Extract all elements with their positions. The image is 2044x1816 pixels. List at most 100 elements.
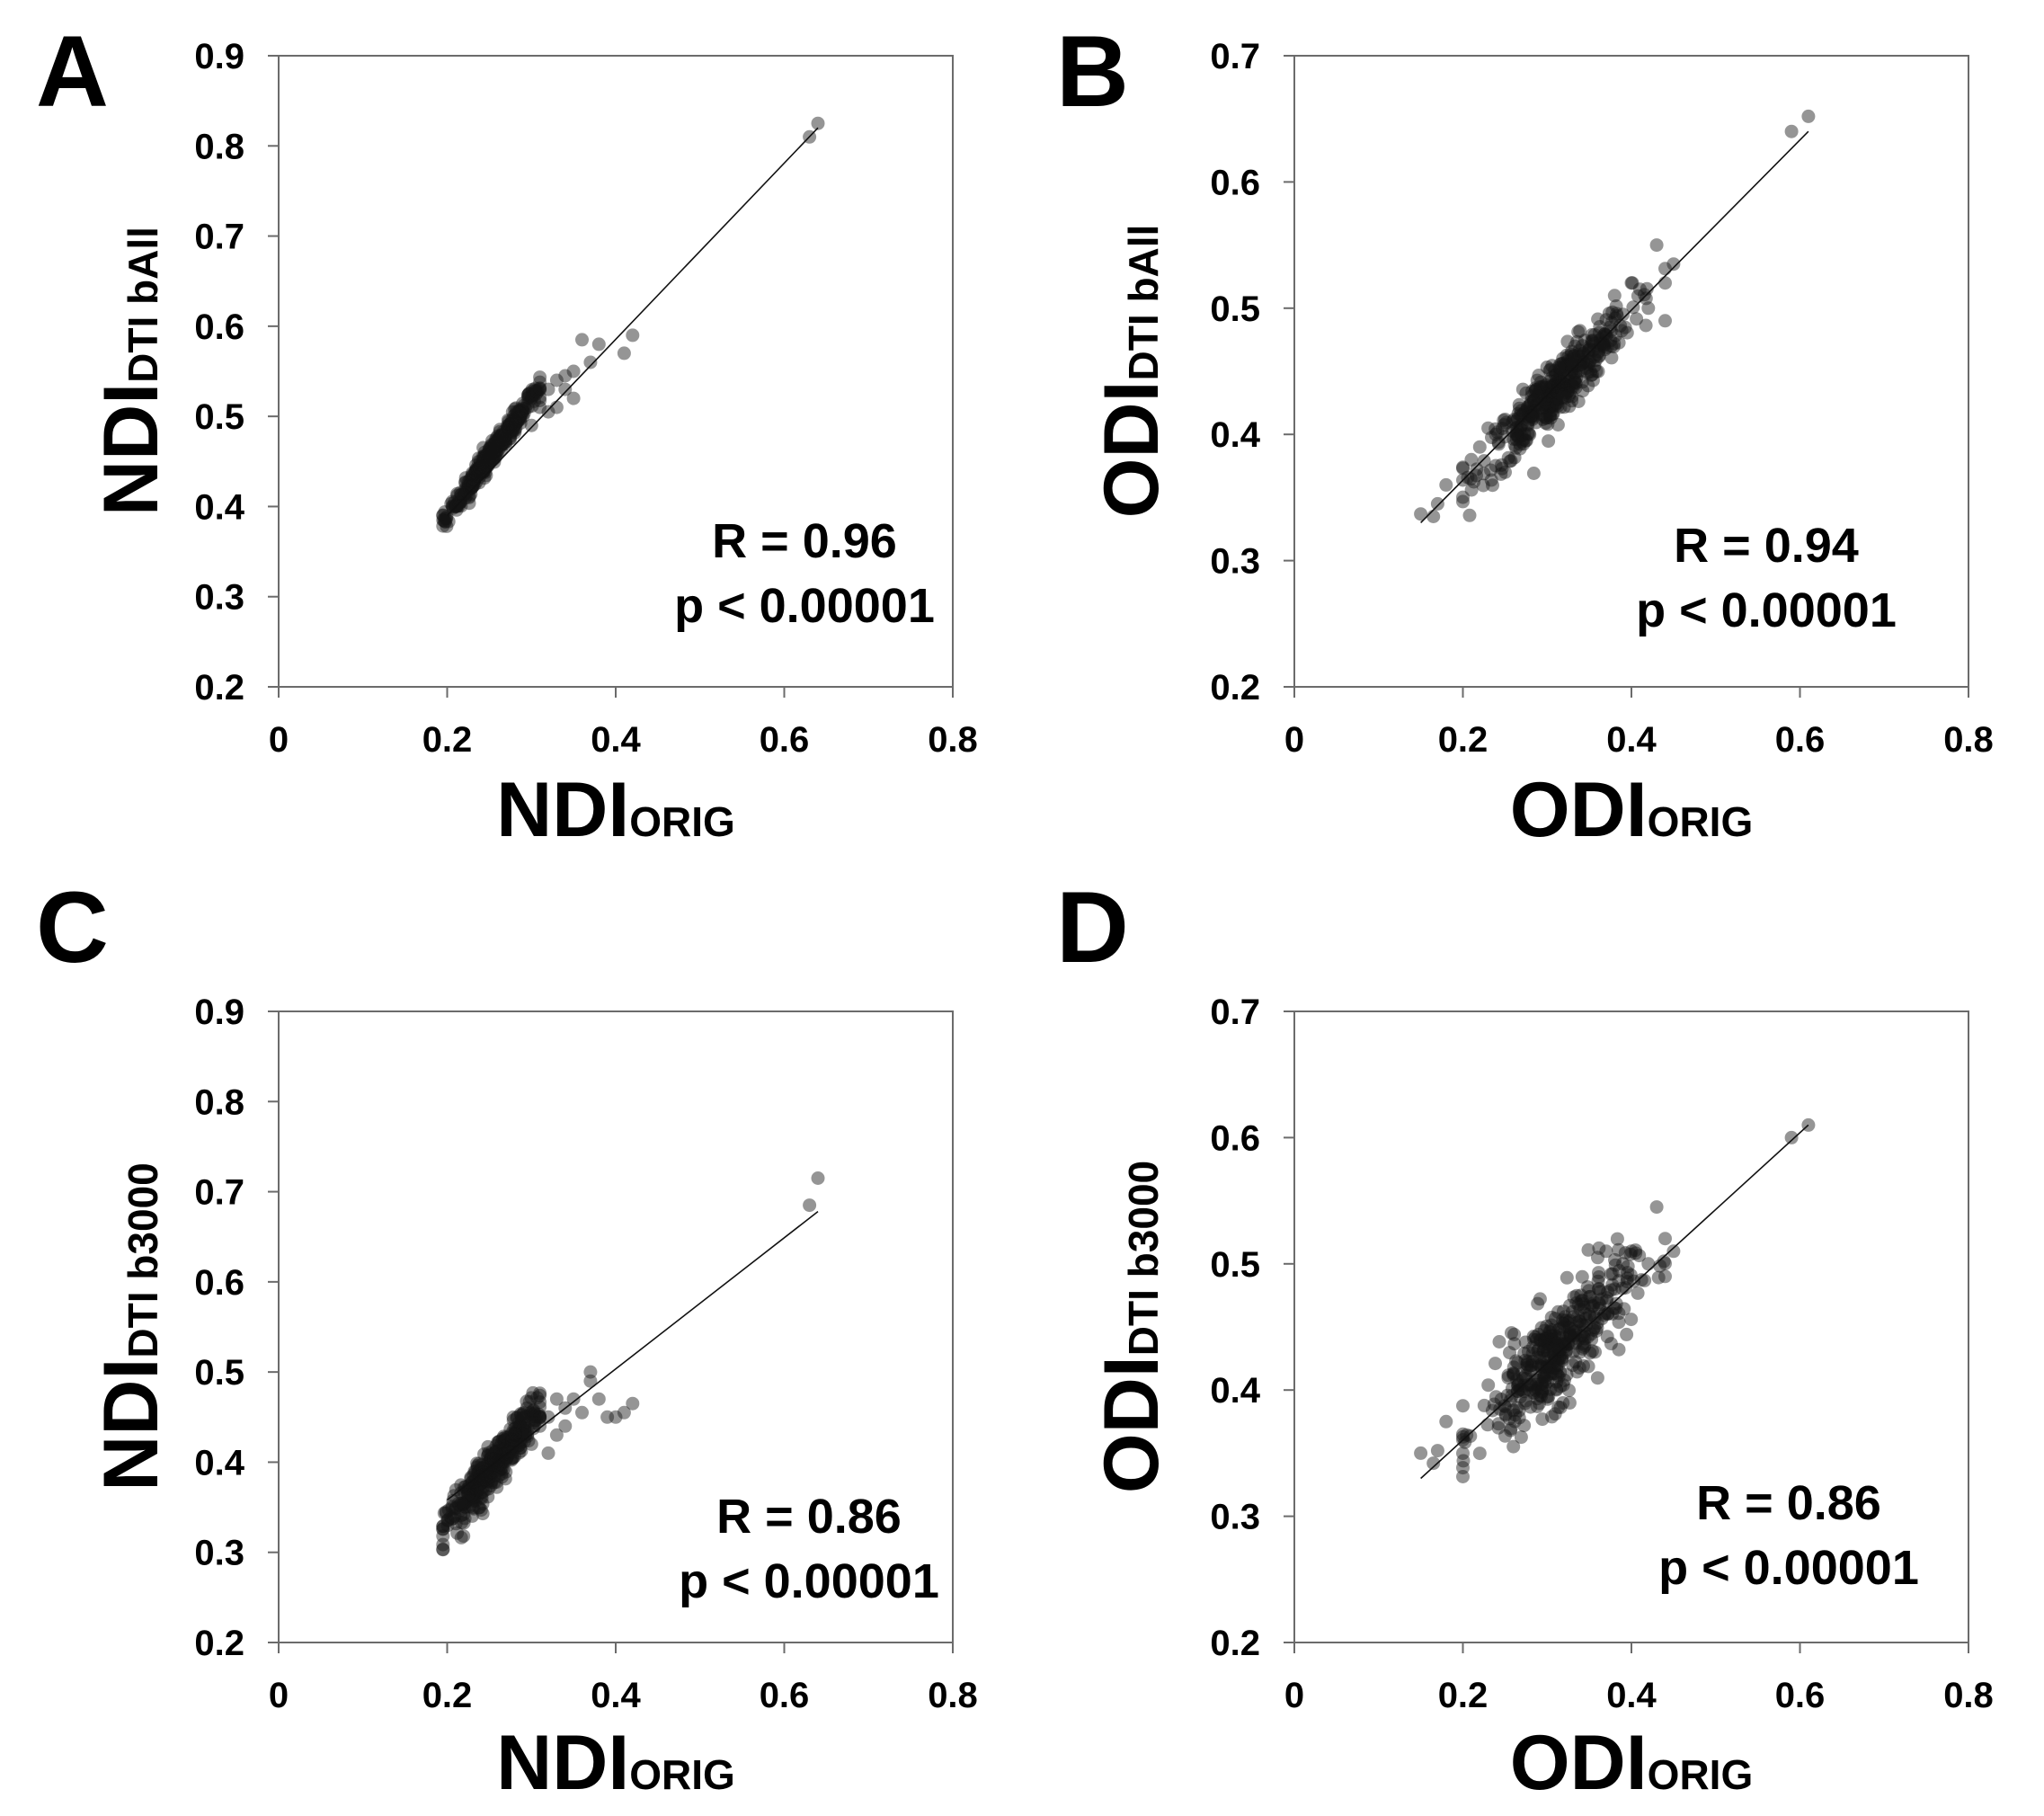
data-point: [446, 499, 459, 513]
data-point: [504, 416, 519, 431]
data-point: [1568, 339, 1582, 353]
data-point: [1582, 355, 1596, 369]
x-tick-label: 0.8: [1943, 1676, 1994, 1715]
data-point: [1587, 1295, 1602, 1310]
data-point: [1577, 334, 1592, 348]
data-point: [518, 1429, 532, 1443]
data-point: [1515, 382, 1530, 396]
data-point: [451, 1496, 466, 1510]
data-point: [468, 470, 483, 485]
data-point: [446, 1511, 460, 1526]
data-point: [492, 432, 506, 446]
data-point: [1582, 1284, 1596, 1298]
data-point: [524, 418, 538, 432]
data-point: [549, 1392, 564, 1406]
data-point: [1576, 1296, 1590, 1311]
data-point: [1574, 350, 1588, 363]
data-point: [485, 445, 500, 459]
data-point: [473, 1476, 487, 1491]
data-point: [484, 1479, 498, 1492]
data-point: [1559, 1313, 1573, 1328]
data-point: [1456, 1427, 1470, 1441]
data-point: [1498, 1408, 1513, 1422]
data-point: [491, 436, 505, 450]
data-point: [1592, 348, 1606, 362]
data-point: [505, 1451, 520, 1465]
x-tick-label: 0.8: [928, 720, 978, 760]
data-point: [566, 1392, 581, 1406]
x-tick-label: 0.6: [760, 1676, 810, 1715]
data-point: [488, 447, 502, 461]
panel-label: B: [1056, 15, 1129, 128]
data-point: [1632, 282, 1647, 297]
data-point: [481, 1490, 495, 1504]
data-point: [1557, 1320, 1571, 1334]
data-point: [482, 1464, 496, 1479]
data-point: [508, 1427, 522, 1441]
data-point: [1550, 368, 1564, 382]
data-point: [471, 462, 485, 476]
data-point: [1583, 1289, 1597, 1304]
data-point: [512, 404, 527, 418]
x-tick-label: 0.2: [422, 720, 473, 760]
data-point: [1540, 1331, 1554, 1346]
data-point: [501, 1448, 515, 1463]
data-point: [1540, 1359, 1554, 1373]
data-point: [437, 1506, 451, 1520]
data-point: [491, 429, 505, 443]
data-point: [482, 446, 496, 460]
data-point: [487, 1453, 502, 1467]
data-point: [470, 1456, 484, 1471]
data-point: [1456, 1470, 1470, 1483]
data-point: [485, 441, 500, 455]
data-point: [488, 440, 502, 454]
data-point: [1541, 1337, 1555, 1351]
data-point: [1536, 379, 1551, 394]
data-point: [1539, 1366, 1553, 1379]
y-axis-title: NDIDTI b3000: [88, 1162, 174, 1491]
data-point: [1557, 358, 1571, 372]
data-point: [1513, 1383, 1527, 1397]
data-point: [522, 1414, 537, 1429]
data-point: [1571, 1297, 1586, 1312]
data-point: [457, 1529, 471, 1544]
data-point: [457, 1508, 471, 1521]
data-point: [484, 438, 499, 451]
data-point: [1536, 396, 1551, 411]
data-point: [1631, 1286, 1645, 1300]
data-point: [525, 399, 539, 413]
data-point: [1462, 508, 1477, 522]
data-point: [492, 434, 505, 449]
data-point: [1561, 368, 1576, 382]
data-point: [509, 414, 523, 429]
data-point: [1566, 1345, 1580, 1359]
data-point: [1507, 450, 1522, 465]
data-point: [1560, 354, 1575, 369]
data-point: [1509, 414, 1524, 428]
data-point: [1658, 1256, 1672, 1270]
data-point: [484, 1475, 499, 1490]
data-point: [1553, 1401, 1568, 1415]
data-point: [1549, 392, 1563, 406]
data-point: [1567, 349, 1581, 363]
data-point: [449, 1500, 463, 1515]
data-point: [503, 1438, 518, 1453]
data-point: [1612, 1242, 1626, 1257]
data-point: [1559, 378, 1573, 392]
data-point: [510, 1411, 524, 1425]
data-point: [1506, 1439, 1521, 1454]
data-point: [1666, 1244, 1681, 1259]
data-point: [533, 381, 547, 396]
data-point: [1518, 1335, 1533, 1349]
panel-label: A: [36, 15, 109, 128]
data-point: [1520, 417, 1534, 431]
data-point: [514, 1411, 529, 1425]
data-point: [1535, 1377, 1550, 1391]
data-point: [480, 1458, 494, 1472]
data-point: [484, 442, 499, 457]
data-point: [1551, 386, 1566, 400]
data-point: [466, 474, 480, 488]
data-point: [1513, 1390, 1527, 1404]
data-point: [1585, 1332, 1599, 1347]
data-point: [1543, 1322, 1558, 1337]
